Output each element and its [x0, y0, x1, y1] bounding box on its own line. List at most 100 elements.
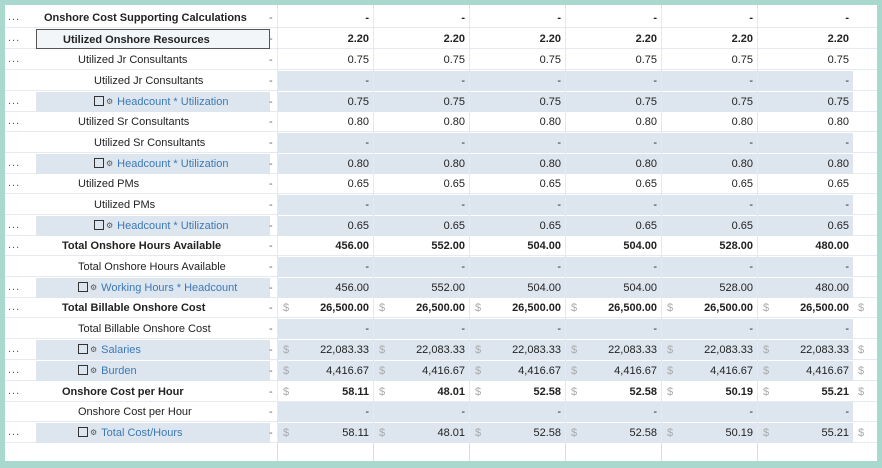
value-cell[interactable]: - [757, 195, 853, 215]
value-cell[interactable]: 0.80 [565, 112, 661, 132]
value-cell[interactable]: 0.80 [277, 154, 373, 174]
value-cell[interactable]: - [757, 319, 853, 339]
value-cell[interactable]: 528.00 [661, 236, 757, 256]
checkbox-icon[interactable] [94, 220, 104, 230]
value-cell[interactable]: - [277, 319, 373, 339]
value-cell[interactable]: 0.75 [469, 50, 565, 70]
row-label[interactable]: ⚙ Burden [36, 361, 270, 381]
value-cell[interactable]: $55.21 [757, 423, 853, 443]
row-menu-icon[interactable]: ... [8, 157, 21, 169]
table-row[interactable]: ... ⚙ Headcount * Utilization -0.80 0.80 0.80… [5, 154, 877, 174]
value-cell[interactable]: - [469, 195, 565, 215]
value-cell[interactable]: - [661, 195, 757, 215]
table-row[interactable]: ... ⚙ Salaries - $22,083.33 $22,083.33 $22,083… [5, 340, 877, 360]
value-cell[interactable]: 0.65 [469, 216, 565, 236]
value-cell[interactable]: $52.58 [565, 382, 661, 402]
value-cell[interactable]: 0.75 [469, 92, 565, 112]
row-menu-icon[interactable]: ... [8, 177, 21, 189]
value-cell[interactable]: - [469, 133, 565, 153]
formula-link[interactable]: Headcount * Utilization [117, 158, 229, 170]
value-cell[interactable]: $4,416.67 [277, 361, 373, 381]
row-menu-icon[interactable]: ... [8, 426, 21, 438]
value-cell[interactable]: $26,500.00 [373, 298, 469, 318]
value-cell[interactable]: - [277, 133, 373, 153]
checkbox-icon[interactable] [94, 96, 104, 106]
table-row[interactable]: ... Onshore Cost per Hour - $58.11 $48.01 $52… [5, 382, 877, 402]
value-cell[interactable]: 0.65 [565, 174, 661, 194]
value-cell[interactable]: $48.01 [373, 382, 469, 402]
value-cell[interactable]: $52.58 [565, 423, 661, 443]
table-row[interactable]: ... Total Billable Onshore Cost - $26,500.0… [5, 298, 877, 318]
row-menu-icon[interactable]: ... [8, 32, 21, 44]
value-cell[interactable]: - [373, 195, 469, 215]
value-cell[interactable]: 480.00 [757, 278, 853, 298]
value-cell[interactable]: $4,416.67 [469, 361, 565, 381]
value-cell[interactable]: 0.75 [565, 50, 661, 70]
row-menu-icon[interactable]: ... [8, 343, 21, 355]
table-row[interactable]: Onshore Cost per Hour - - - - - - - [5, 402, 877, 422]
table-row[interactable]: ... Utilized Onshore Resources - 2.20 2.20 2.… [5, 29, 877, 49]
value-cell[interactable]: 0.80 [757, 154, 853, 174]
value-cell[interactable]: 0.75 [565, 92, 661, 112]
row-label[interactable]: ⚙ Headcount * Utilization [36, 92, 270, 112]
table-row[interactable]: ... Utilized PMs - 0.65 0.65 0.65 0.65 0.65 0.65 [5, 174, 877, 194]
value-cell[interactable]: $52.58 [469, 423, 565, 443]
value-cell[interactable]: $26,500.00 [757, 298, 853, 318]
value-cell[interactable]: - [661, 133, 757, 153]
formula-link[interactable]: Working Hours * Headcount [101, 282, 238, 294]
value-cell[interactable]: $52.58 [469, 382, 565, 402]
checkbox-icon[interactable] [78, 282, 88, 292]
table-row[interactable]: ... ⚙ Burden - $4,416.67 $4,416.67 $4,416.67 $4… [5, 361, 877, 381]
value-cell[interactable]: - [469, 402, 565, 422]
table-row[interactable]: ... Utilized Sr Consultants - 0.80 0.80 0.80 0… [5, 112, 877, 132]
value-cell[interactable]: $22,083.33 [277, 340, 373, 360]
value-cell[interactable]: 0.65 [757, 174, 853, 194]
value-cell[interactable]: 456.00 [277, 236, 373, 256]
value-cell[interactable]: - [661, 8, 757, 28]
checkbox-icon[interactable] [94, 158, 104, 168]
row-menu-icon[interactable]: ... [8, 364, 21, 376]
table-row[interactable]: ... Onshore Cost Supporting Calculations -… [5, 8, 877, 28]
value-cell[interactable]: 0.75 [661, 92, 757, 112]
value-cell[interactable]: 0.75 [757, 50, 853, 70]
table-row[interactable]: ... Total Onshore Hours Available - 456.00 5… [5, 236, 877, 256]
gear-icon[interactable]: ⚙ [90, 428, 98, 437]
checkbox-icon[interactable] [78, 344, 88, 354]
formula-link[interactable]: Total Cost/Hours [101, 427, 183, 439]
value-cell[interactable]: 0.65 [757, 216, 853, 236]
gear-icon[interactable]: ⚙ [90, 283, 98, 292]
table-row[interactable]: ... ⚙ Working Hours * Headcount -456.00 552.… [5, 278, 877, 298]
value-cell[interactable]: 0.75 [661, 50, 757, 70]
value-cell[interactable]: 0.65 [373, 216, 469, 236]
value-cell[interactable]: 552.00 [373, 278, 469, 298]
table-row[interactable]: ... Utilized Jr Consultants - 0.75 0.75 0.75 0… [5, 50, 877, 70]
value-cell[interactable]: 504.00 [565, 236, 661, 256]
value-cell[interactable]: 504.00 [469, 278, 565, 298]
row-menu-icon[interactable]: ... [8, 95, 21, 107]
value-cell[interactable]: $48.01 [373, 423, 469, 443]
row-menu-icon[interactable]: ... [8, 281, 21, 293]
value-cell[interactable]: - [565, 402, 661, 422]
formula-link[interactable]: Salaries [101, 344, 141, 356]
value-cell[interactable]: 2.20 [373, 29, 469, 49]
checkbox-icon[interactable] [78, 365, 88, 375]
value-cell[interactable]: 504.00 [565, 278, 661, 298]
value-cell[interactable]: 2.20 [469, 29, 565, 49]
table-row[interactable]: Total Onshore Hours Available - - - - - - - [5, 257, 877, 277]
value-cell[interactable]: - [565, 8, 661, 28]
value-cell[interactable]: 0.80 [469, 154, 565, 174]
value-cell[interactable]: $22,083.33 [469, 340, 565, 360]
value-cell[interactable]: - [565, 257, 661, 277]
row-menu-icon[interactable]: ... [8, 11, 21, 23]
value-cell[interactable]: 0.75 [373, 50, 469, 70]
value-cell[interactable]: $4,416.67 [565, 361, 661, 381]
value-cell[interactable]: - [373, 71, 469, 91]
row-menu-icon[interactable]: ... [8, 239, 21, 251]
table-row[interactable]: Utilized Sr Consultants - - - - - - - [5, 133, 877, 153]
gear-icon[interactable]: ⚙ [106, 159, 114, 168]
gear-icon[interactable]: ⚙ [106, 97, 114, 106]
value-cell[interactable]: 0.65 [277, 174, 373, 194]
value-cell[interactable]: - [277, 71, 373, 91]
row-label[interactable]: ⚙ Salaries [36, 340, 270, 360]
row-menu-icon[interactable]: ... [8, 115, 21, 127]
